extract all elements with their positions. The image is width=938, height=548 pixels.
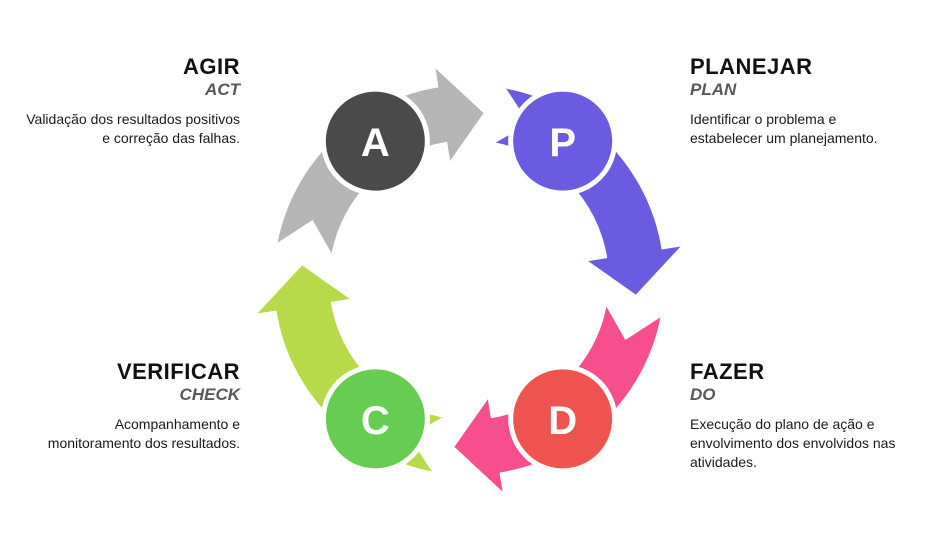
act-subtitle: ACT bbox=[20, 81, 240, 100]
do-letter: D bbox=[548, 399, 577, 443]
check-desc: Acompanhamento e monitoramento dos resul… bbox=[20, 415, 240, 453]
pdca-cycle-diagram: { "diagram": { "type": "infographic", "b… bbox=[0, 0, 938, 548]
plan-subtitle: PLAN bbox=[690, 81, 910, 100]
label-act: AGIR ACT Validação dos resultados positi… bbox=[20, 55, 240, 148]
label-plan: PLANEJAR PLAN Identificar o problema e e… bbox=[690, 55, 910, 148]
plan-desc: Identificar o problema e estabelecer um … bbox=[690, 110, 910, 148]
do-title: FAZER bbox=[690, 360, 910, 384]
plan-title: PLANEJAR bbox=[690, 55, 910, 79]
plan-letter: P bbox=[549, 121, 576, 165]
do-desc: Execução do plano de ação e envolvimento… bbox=[690, 415, 910, 472]
check-subtitle: CHECK bbox=[20, 386, 240, 405]
do-subtitle: DO bbox=[690, 386, 910, 405]
act-desc: Validação dos resultados positivos e cor… bbox=[20, 110, 240, 148]
check-letter: C bbox=[361, 399, 390, 443]
check-title: VERIFICAR bbox=[20, 360, 240, 384]
label-check: VERIFICAR CHECK Acompanhamento e monitor… bbox=[20, 360, 240, 453]
act-letter: A bbox=[361, 121, 390, 165]
act-title: AGIR bbox=[20, 55, 240, 79]
nodes-layer: P D C A bbox=[323, 89, 614, 471]
label-do: FAZER DO Execução do plano de ação e env… bbox=[690, 360, 910, 472]
arrows-layer bbox=[257, 68, 680, 491]
